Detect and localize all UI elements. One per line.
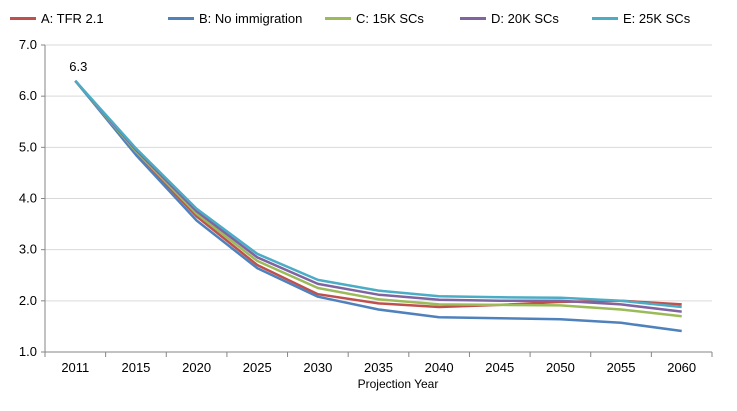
x-tick-label: 2045: [485, 360, 514, 375]
data-label: 6.3: [69, 59, 87, 74]
x-tick-label: 2055: [607, 360, 636, 375]
legend-swatch-e: [592, 17, 618, 20]
y-tick-label: 6.0: [19, 88, 37, 103]
x-tick-label: 2060: [667, 360, 696, 375]
y-tick-label: 5.0: [19, 139, 37, 154]
series-line-c: [74, 79, 682, 318]
axes: [41, 44, 713, 357]
series-lines: [74, 79, 682, 333]
series-line-b: [74, 80, 682, 333]
legend-label-e: E: 25K SCs: [623, 11, 691, 26]
y-tick-labels: 1.0 2.0 3.0 4.0 5.0 6.0 7.0: [19, 37, 37, 359]
series-line-e: [74, 79, 682, 309]
x-tick-label: 2030: [303, 360, 332, 375]
legend-swatch-a: [10, 17, 36, 20]
y-tick-label: 2.0: [19, 293, 37, 308]
legend-label-d: D: 20K SCs: [491, 11, 559, 26]
x-tick-label: 2025: [243, 360, 272, 375]
legend-label-a: A: TFR 2.1: [41, 11, 104, 26]
y-tick-label: 1.0: [19, 344, 37, 359]
series-line-d: [74, 79, 682, 313]
x-tick-label: 2050: [546, 360, 575, 375]
legend-label-b: B: No immigration: [199, 11, 303, 26]
legend-swatch-c: [325, 17, 351, 20]
y-tick-label: 7.0: [19, 37, 37, 52]
legend-swatch-d: [460, 17, 486, 20]
x-tick-label: 2035: [364, 360, 393, 375]
legend-label-c: C: 15K SCs: [356, 11, 424, 26]
x-tick-labels: 2011 2015 2020 2025 2030 2035 2040 2045 2050 2055…: [61, 360, 696, 375]
y-tick-label: 4.0: [19, 191, 37, 206]
annotations: 6.3: [69, 59, 87, 74]
chart-legend: A: TFR 2.1 B: No immigration C: 15K SCs …: [0, 10, 737, 30]
x-tick-label: 2020: [182, 360, 211, 375]
legend-swatch-b: [168, 17, 194, 20]
x-tick-label: 2011: [61, 360, 89, 375]
y-tick-label: 3.0: [19, 242, 37, 257]
gridlines: [45, 44, 712, 302]
x-tick-label: 2040: [425, 360, 454, 375]
x-axis-label: Projection Year: [358, 377, 439, 391]
x-tick-label: 2015: [121, 360, 150, 375]
series-line-a: [74, 79, 682, 309]
